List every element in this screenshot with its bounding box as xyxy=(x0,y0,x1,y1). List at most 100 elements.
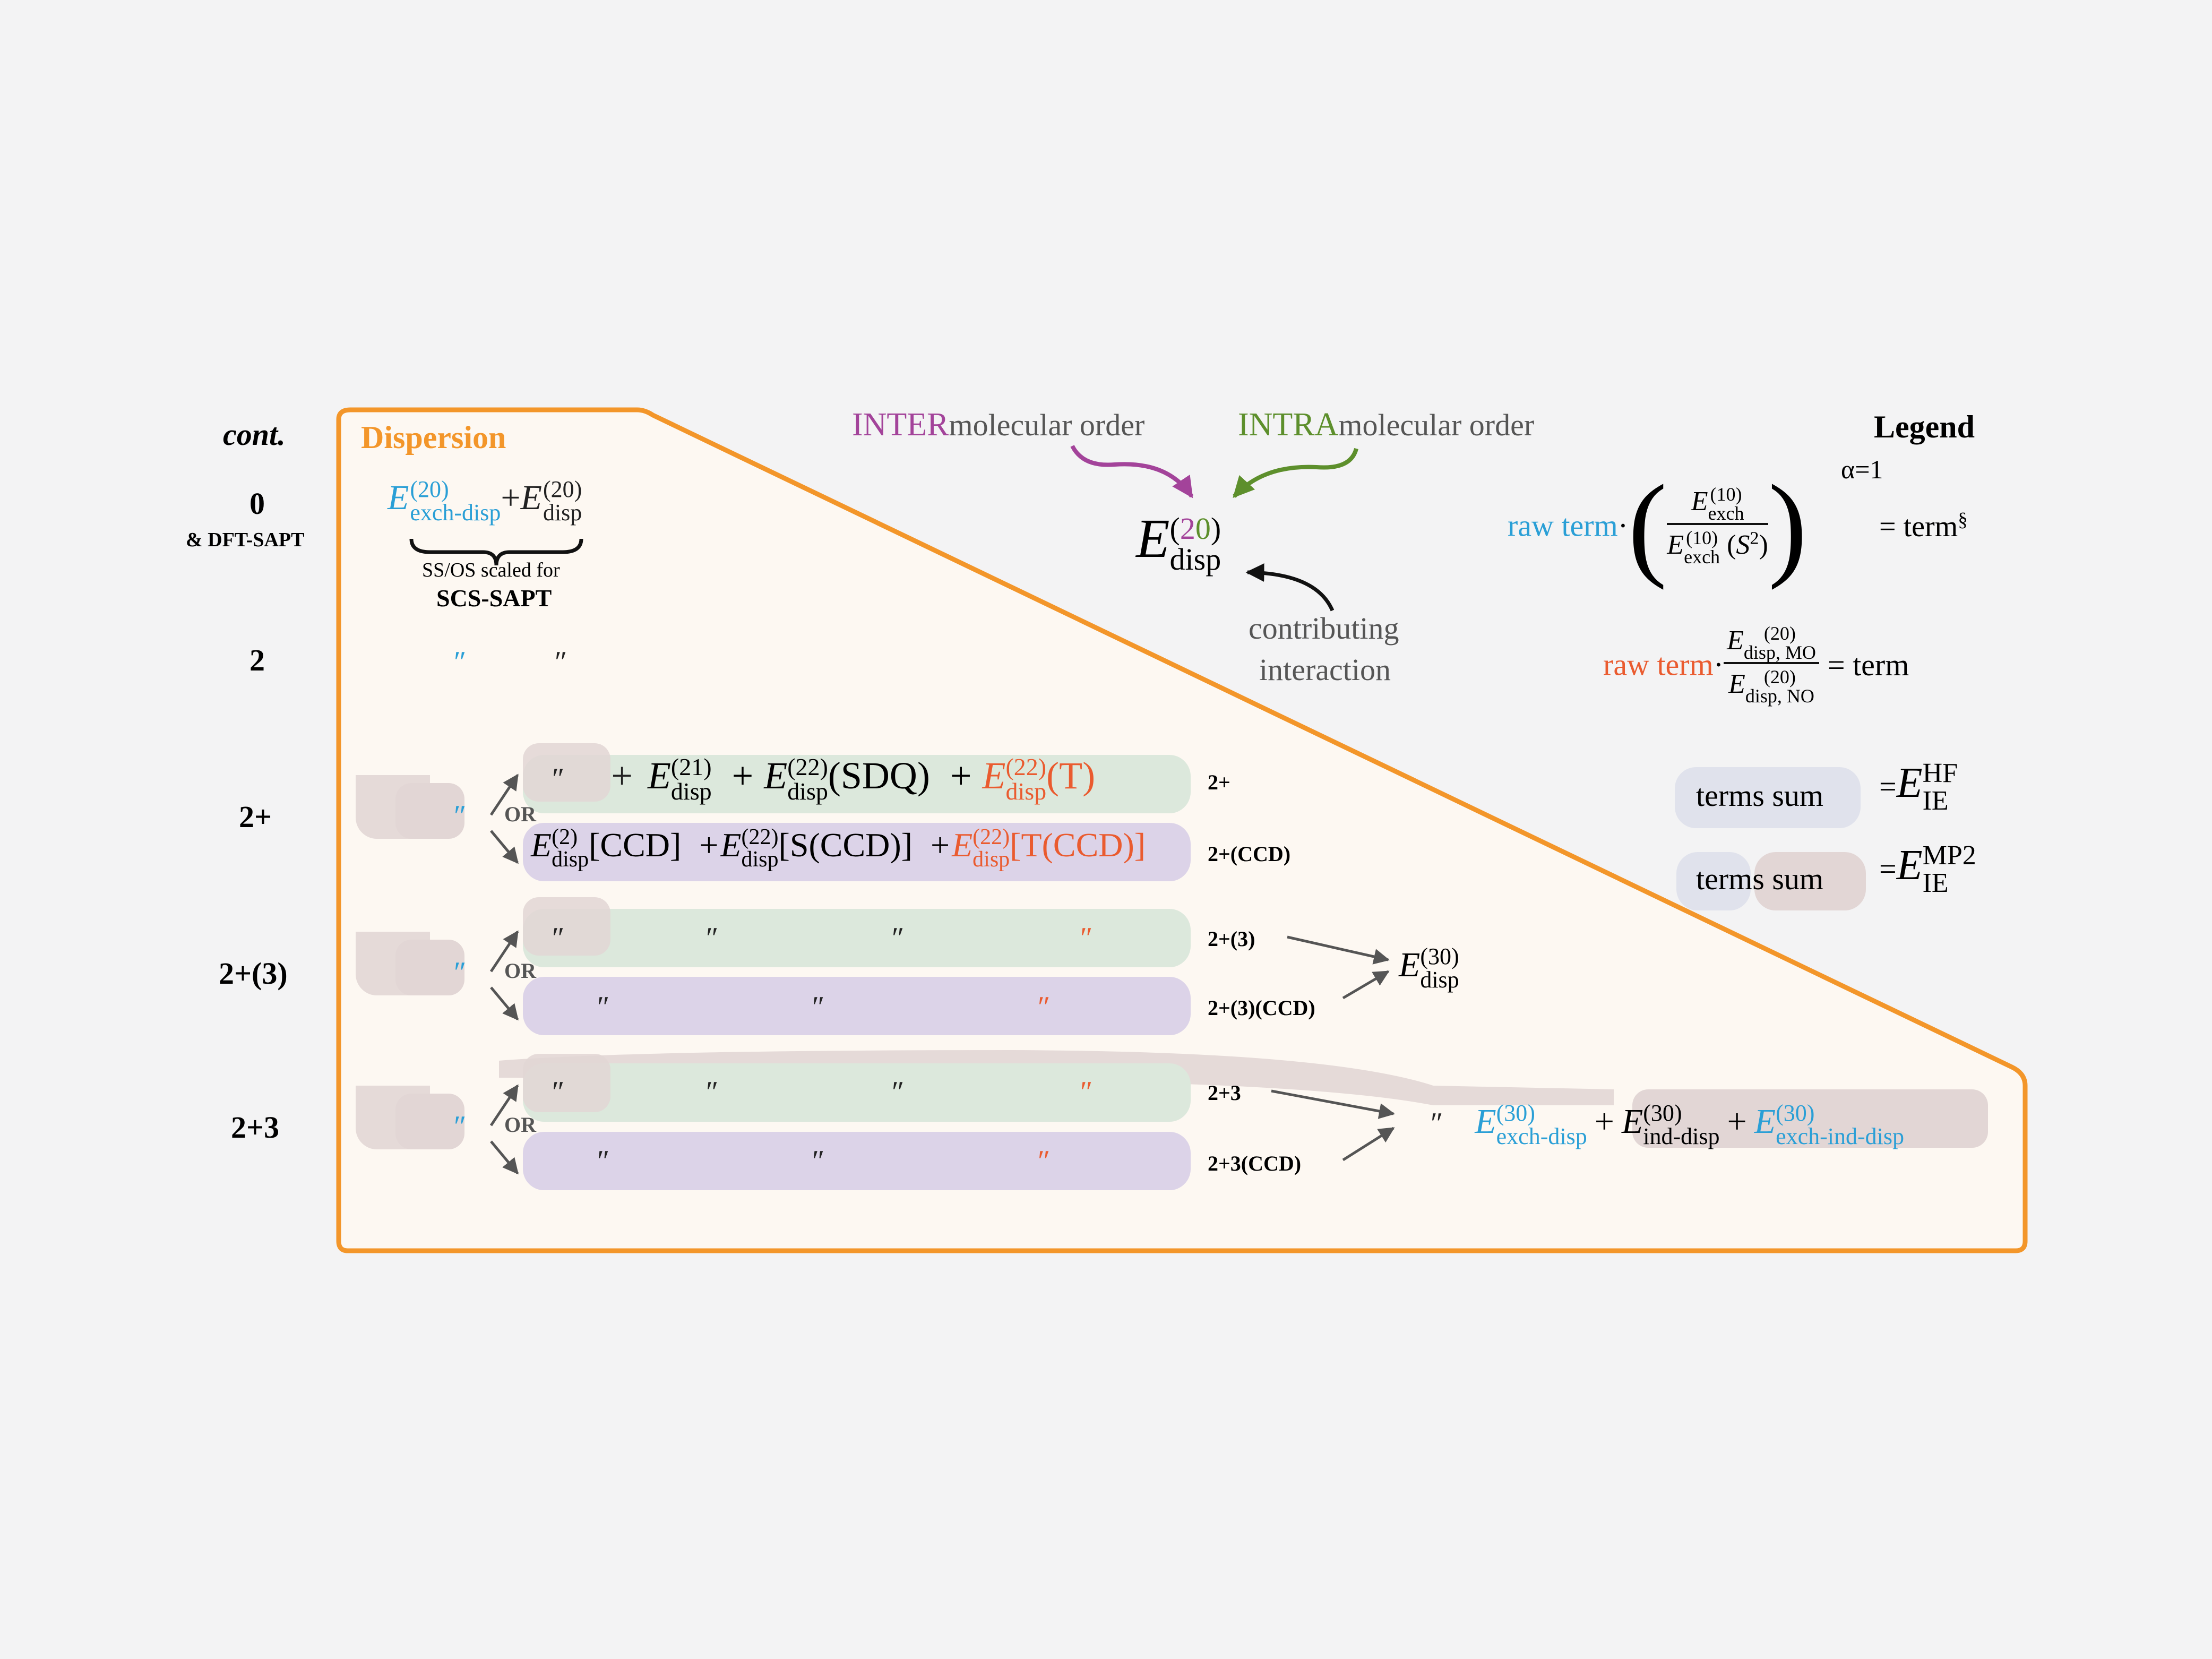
panel-title: Dispersion xyxy=(361,420,506,455)
e-symbol: E xyxy=(1136,508,1170,569)
intra-cap: INTRA xyxy=(1238,407,1339,443)
label-2plus3: 2+(3) xyxy=(1208,927,1255,951)
sub: disp xyxy=(543,500,582,526)
sup: (30) xyxy=(1776,1100,1815,1126)
row2p-rose-flow xyxy=(356,775,430,839)
sup: (20) xyxy=(1763,666,1796,687)
dot: · xyxy=(1713,647,1724,682)
plus: + xyxy=(611,754,633,797)
e-symbol: E xyxy=(388,478,409,518)
final-formula: ″ E (30) exch-disp + E (30) ind-disp + E (30) exch-… xyxy=(1431,1102,1904,1148)
sup: (20) xyxy=(410,476,449,502)
ditto: ″ xyxy=(1431,1107,1443,1140)
inter-arrow xyxy=(1070,445,1194,498)
row2p3-ditto-3: ″ xyxy=(892,922,905,955)
sup: (10) xyxy=(1710,484,1742,505)
row23-ditto-7: ″ xyxy=(1038,1145,1051,1177)
legend-hf-text: terms sum xyxy=(1696,778,1824,813)
row23-ditto-6: ″ xyxy=(812,1145,825,1177)
contrib-arrow xyxy=(1245,563,1335,612)
e-symbol: E xyxy=(1667,529,1684,560)
eq: = xyxy=(1879,852,1897,886)
e-symbol: E xyxy=(720,826,742,864)
sub: exch-disp xyxy=(410,500,501,526)
sub: disp, NO xyxy=(1745,685,1814,707)
row2p3-ditto-1: ″ xyxy=(552,922,565,955)
row23-or: OR xyxy=(504,1113,536,1137)
ditto: ″ xyxy=(552,762,565,795)
sup: (30) xyxy=(1496,1100,1535,1126)
sub: disp xyxy=(972,847,1010,872)
row2p3-ditto-5: ″ xyxy=(597,991,610,1024)
e-symbol: E xyxy=(520,478,542,518)
legend-alpha: α=1 xyxy=(1841,454,1883,484)
inter-rest: molecular order xyxy=(949,408,1145,442)
e-symbol: E xyxy=(531,826,552,864)
brace-note: SS/OS scaled for xyxy=(422,559,560,581)
sup: (20) xyxy=(543,476,582,502)
s-ccd: [S(CCD)] xyxy=(778,826,913,864)
row2p-purple-box xyxy=(523,823,1191,881)
sub: disp xyxy=(741,847,779,872)
e-symbol: E xyxy=(1896,842,1923,889)
sub: disp xyxy=(670,778,712,805)
contributing-label: contributing xyxy=(1249,611,1399,646)
row2p-rose-cap xyxy=(523,743,610,802)
row2p-green-formula: ″ + E (21) disp + E (22) disp (SDQ) + E (22) disp(… xyxy=(552,754,1095,804)
sup: HF xyxy=(1922,758,1958,788)
sup: (22) xyxy=(972,825,1010,850)
t: (T) xyxy=(1046,754,1096,797)
row2p-green-box xyxy=(523,755,1191,813)
row23-ditto-3: ″ xyxy=(892,1076,905,1108)
legend-row1-eq: = term§ xyxy=(1879,508,1968,544)
plus: + xyxy=(699,826,719,864)
row23-ditto-4: ″ xyxy=(1080,1076,1093,1108)
sup: (10) xyxy=(1686,527,1718,548)
row2p-or: OR xyxy=(504,802,536,826)
row23-purple-box xyxy=(523,1132,1191,1190)
row-label-2: 2 xyxy=(249,643,265,677)
row23-rose-flow xyxy=(356,1086,430,1149)
sub: disp xyxy=(1420,967,1459,993)
plus: + xyxy=(1594,1102,1614,1141)
section-mark: § xyxy=(1958,508,1968,530)
row2p3-green-box xyxy=(523,909,1191,967)
sub: disp xyxy=(1169,542,1221,577)
brace-note-bold: SCS-SAPT xyxy=(436,584,552,612)
row2p3-ditto-4: ″ xyxy=(1080,922,1093,955)
e30-disp: E (30) disp xyxy=(1399,945,1459,992)
eq-term: = term xyxy=(1879,510,1958,543)
sub: exch xyxy=(1708,503,1744,524)
e-symbol: E xyxy=(982,754,1006,797)
sup: (30) xyxy=(1420,943,1459,969)
e-symbol: E xyxy=(952,826,973,864)
row2p3-ditto-2: ″ xyxy=(706,922,719,955)
e-symbol: E xyxy=(1727,625,1744,656)
sup: (30) xyxy=(1643,1100,1682,1126)
label-2plus: 2+ xyxy=(1208,770,1230,794)
ccd: [CCD] xyxy=(589,826,682,864)
plus: + xyxy=(501,478,521,518)
row0-formula: E (20) exch-disp +E (20) disp xyxy=(388,478,582,525)
row2p3-or: OR xyxy=(504,959,536,983)
sup: MP2 xyxy=(1922,840,1976,871)
brace-icon xyxy=(409,538,583,566)
legend-hf-eq: =E HF IE xyxy=(1879,759,1958,815)
row23-rose-cap xyxy=(523,1054,610,1112)
row23-ditto-1: ″ xyxy=(552,1076,565,1108)
sup: (22) xyxy=(741,825,779,850)
sub: disp xyxy=(787,778,828,805)
e-symbol: E xyxy=(647,754,671,797)
e-symbol: E xyxy=(764,754,788,797)
row-label-2p3: 2+3 xyxy=(231,1110,280,1145)
sub: disp xyxy=(1005,778,1047,805)
center-e-disp: E (20) disp xyxy=(1136,508,1221,577)
sup: (2) xyxy=(552,825,578,850)
intra-arrow xyxy=(1233,448,1358,498)
sub: IE xyxy=(1922,785,1949,816)
legend-mp2-box-b xyxy=(1754,852,1866,910)
intra-label: INTRAmolecular order xyxy=(1238,406,1534,444)
sdq: (SDQ) xyxy=(828,754,930,797)
s-sup: 2 xyxy=(1750,528,1759,548)
